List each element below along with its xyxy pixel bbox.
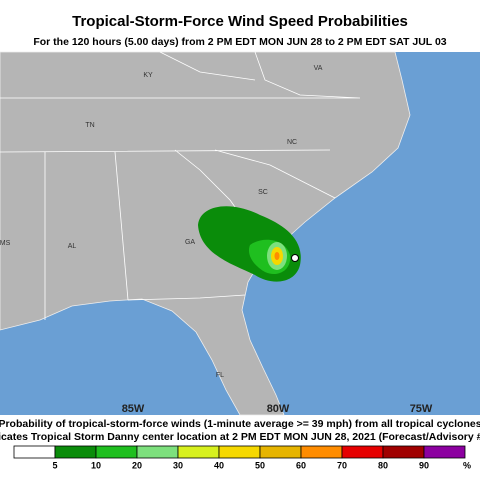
state-label: KY [143, 72, 153, 79]
state-label: FL [216, 372, 224, 379]
legend-unit: % [463, 460, 471, 470]
legend-swatch [300, 445, 343, 459]
storm-center [291, 254, 299, 262]
legend-swatch [341, 445, 384, 459]
legend-tick-label: 50 [255, 460, 265, 470]
legend-swatch [54, 445, 97, 459]
legend-swatch [382, 445, 425, 459]
state-label: AL [68, 243, 77, 250]
state-label: MS [0, 240, 11, 247]
legend-tick-label: 10 [91, 460, 101, 470]
legend-tick-label: 90 [419, 460, 429, 470]
subtitle: For the 120 hours (5.00 days) from 2 PM … [33, 36, 446, 48]
legend-tick-label: 70 [337, 460, 347, 470]
legend-swatch [259, 445, 302, 459]
legend-tick-label: 60 [296, 460, 306, 470]
legend: 5 10 20 30 40 50 60 70 80 90% [13, 445, 471, 470]
longitude-label: 75W [410, 403, 433, 415]
legend-swatch [218, 445, 261, 459]
legend-swatch [423, 445, 466, 459]
legend-tick-label: 80 [378, 460, 388, 470]
legend-tick-label: 30 [173, 460, 183, 470]
legend-tick-label: 20 [132, 460, 142, 470]
longitude-labels: 85W 80W 75W [122, 403, 433, 415]
longitude-label: 80W [267, 403, 290, 415]
state-label: TN [85, 122, 94, 129]
state-borders [0, 51, 361, 320]
state-label: SC [258, 189, 268, 196]
legend-tick-label: 5 [52, 460, 57, 470]
legend-tick-label: 40 [214, 460, 224, 470]
footer-line: dicates Tropical Storm Danny center loca… [0, 431, 480, 443]
state-label: GA [185, 239, 195, 246]
title: Tropical-Storm-Force Wind Speed Probabil… [72, 13, 408, 30]
state-label: VA [314, 65, 323, 72]
map: KY VA TN NC SC MS AL GA FL 85W 80W 75W [0, 51, 480, 416]
legend-swatch [95, 445, 138, 459]
legend-swatch [177, 445, 220, 459]
footer-line: Probability of tropical-storm-force wind… [0, 418, 480, 430]
wind-probability-70 [274, 252, 280, 260]
longitude-label: 85W [122, 403, 145, 415]
state-label: NC [287, 139, 297, 146]
state-labels: KY VA TN NC SC MS AL GA FL [0, 65, 323, 379]
legend-swatch [13, 445, 56, 459]
legend-swatch [136, 445, 179, 459]
